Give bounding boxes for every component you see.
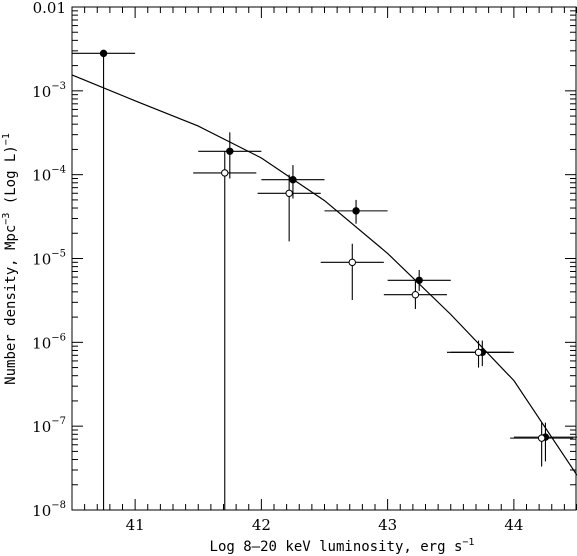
x-tick-label: 42 (252, 516, 271, 534)
data-point-filled (450, 340, 514, 367)
data-point-filled (72, 49, 136, 510)
data-point-filled (324, 199, 388, 224)
y-tick-label: 10−4 (32, 165, 66, 185)
plot-area (71, 49, 577, 510)
y-tick-label: 10−7 (32, 416, 66, 436)
y-tick-label: 10−5 (32, 249, 66, 269)
open-marker (221, 169, 229, 177)
filled-marker (415, 276, 423, 284)
data-point-filled (513, 422, 577, 462)
data-point-open (257, 174, 321, 242)
data-point-open (320, 243, 384, 300)
filled-marker (99, 49, 108, 58)
y-tick-label: 10−8 (32, 500, 66, 520)
filled-marker (226, 147, 234, 155)
open-marker (411, 290, 420, 299)
y-axis-title: Number density, Mpc−3 (Log L)−1 (1, 133, 19, 385)
data-point-open (446, 340, 511, 368)
open-marker (285, 189, 293, 197)
data-point-open (383, 280, 447, 309)
data-point-filled (198, 132, 262, 179)
filled-marker (352, 207, 360, 215)
open-marker (537, 434, 546, 442)
data-point-filled (387, 269, 451, 291)
data-point-open (193, 151, 257, 510)
x-axis-title: Log 8–20 keV luminosity, erg s−1 (210, 537, 475, 555)
data-point-open (510, 422, 574, 467)
filled-marker (289, 176, 297, 184)
open-marker (474, 348, 483, 357)
x-tick-label: 41 (126, 516, 145, 534)
y-tick-label: 10−3 (32, 81, 66, 101)
x-tick-label: 43 (378, 516, 397, 534)
x-tick-label: 44 (504, 516, 523, 534)
open-marker (348, 258, 356, 267)
y-tick-label: 10−6 (32, 332, 66, 352)
plot-frame (71, 6, 577, 511)
model-curve (71, 74, 577, 476)
axes: 41 42 43 44 0.01 10−3 10−4 10−5 10−6 10−7 10−8 (32, 0, 577, 534)
y-tick-label: 0.01 (33, 0, 66, 17)
